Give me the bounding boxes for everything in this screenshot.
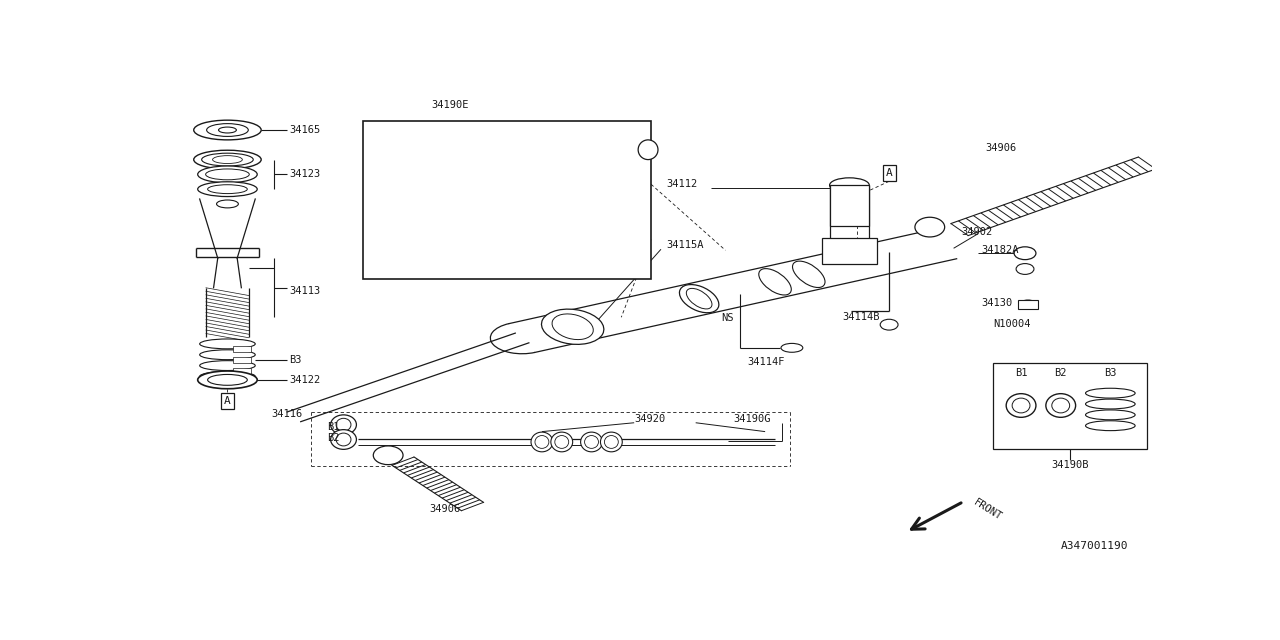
Ellipse shape (781, 344, 803, 352)
Text: 34122: 34122 (289, 375, 320, 385)
Ellipse shape (1052, 398, 1070, 413)
Text: B1: B1 (326, 422, 339, 432)
Ellipse shape (206, 124, 248, 136)
Ellipse shape (639, 140, 658, 159)
Bar (233, 346, 251, 352)
Ellipse shape (200, 371, 255, 381)
Ellipse shape (531, 432, 553, 452)
Text: NS: NS (721, 313, 733, 323)
Ellipse shape (1085, 388, 1135, 398)
Ellipse shape (200, 350, 255, 360)
Text: 34123: 34123 (289, 170, 320, 179)
Text: 34190B: 34190B (1051, 460, 1089, 470)
Ellipse shape (554, 436, 568, 449)
Ellipse shape (585, 436, 599, 449)
Ellipse shape (216, 200, 238, 208)
Text: FRONT: FRONT (972, 497, 1004, 522)
Ellipse shape (1046, 394, 1075, 417)
Text: B2: B2 (1055, 369, 1068, 378)
Bar (822, 239, 877, 264)
Text: B2: B2 (326, 433, 339, 442)
Ellipse shape (206, 169, 250, 180)
Text: 34902: 34902 (961, 227, 993, 237)
Ellipse shape (193, 120, 261, 140)
Ellipse shape (581, 432, 603, 452)
Ellipse shape (1012, 398, 1030, 413)
Ellipse shape (337, 433, 351, 446)
Ellipse shape (1085, 399, 1135, 409)
Text: 34116: 34116 (271, 410, 302, 419)
Ellipse shape (550, 432, 572, 452)
Ellipse shape (759, 269, 791, 295)
Ellipse shape (1014, 247, 1036, 260)
Ellipse shape (330, 415, 356, 435)
Ellipse shape (197, 166, 257, 183)
Ellipse shape (552, 314, 594, 340)
Ellipse shape (881, 319, 899, 330)
Text: 34906: 34906 (986, 143, 1016, 153)
Ellipse shape (212, 156, 242, 164)
Ellipse shape (1085, 410, 1135, 420)
Text: 34114F: 34114F (748, 356, 785, 367)
Text: 34190E: 34190E (431, 100, 468, 110)
Ellipse shape (600, 432, 622, 452)
Ellipse shape (374, 446, 403, 465)
Ellipse shape (792, 261, 826, 287)
Text: 34190G: 34190G (733, 414, 771, 424)
Ellipse shape (337, 419, 351, 431)
Bar (829, 185, 869, 226)
Ellipse shape (197, 182, 257, 196)
Ellipse shape (604, 436, 618, 449)
Bar (993, 363, 1147, 449)
Text: 34114B: 34114B (842, 312, 879, 323)
Ellipse shape (1006, 394, 1036, 417)
Ellipse shape (202, 153, 253, 166)
Text: A: A (886, 168, 892, 179)
Text: A347001190: A347001190 (1061, 541, 1128, 551)
Text: 34182A: 34182A (982, 245, 1019, 255)
Ellipse shape (207, 185, 247, 193)
Ellipse shape (219, 127, 237, 133)
Ellipse shape (200, 361, 255, 371)
Ellipse shape (829, 178, 869, 193)
Bar (364, 121, 652, 279)
Ellipse shape (197, 371, 257, 388)
Ellipse shape (1019, 300, 1037, 309)
Ellipse shape (1016, 264, 1034, 275)
Ellipse shape (535, 436, 549, 449)
Ellipse shape (541, 309, 604, 344)
Text: N10004: N10004 (993, 319, 1030, 329)
Bar (233, 368, 251, 374)
Ellipse shape (330, 429, 356, 449)
Text: A: A (224, 396, 230, 406)
Ellipse shape (193, 150, 261, 169)
Text: B3: B3 (289, 355, 302, 365)
Ellipse shape (686, 289, 712, 309)
Ellipse shape (200, 339, 255, 349)
Text: 34112: 34112 (666, 179, 698, 189)
Text: 34165: 34165 (289, 125, 320, 135)
Ellipse shape (680, 285, 719, 313)
Ellipse shape (1085, 420, 1135, 431)
Text: 34115A: 34115A (666, 241, 704, 250)
Bar (233, 357, 251, 363)
Text: B3: B3 (1105, 369, 1116, 378)
Text: 34113: 34113 (289, 286, 320, 296)
Ellipse shape (915, 217, 945, 237)
Text: 34906: 34906 (430, 504, 461, 515)
Text: 34920: 34920 (634, 414, 666, 424)
Text: B1: B1 (1015, 369, 1028, 378)
Bar (1018, 300, 1038, 309)
Text: 34130: 34130 (982, 298, 1012, 308)
Ellipse shape (207, 374, 247, 385)
